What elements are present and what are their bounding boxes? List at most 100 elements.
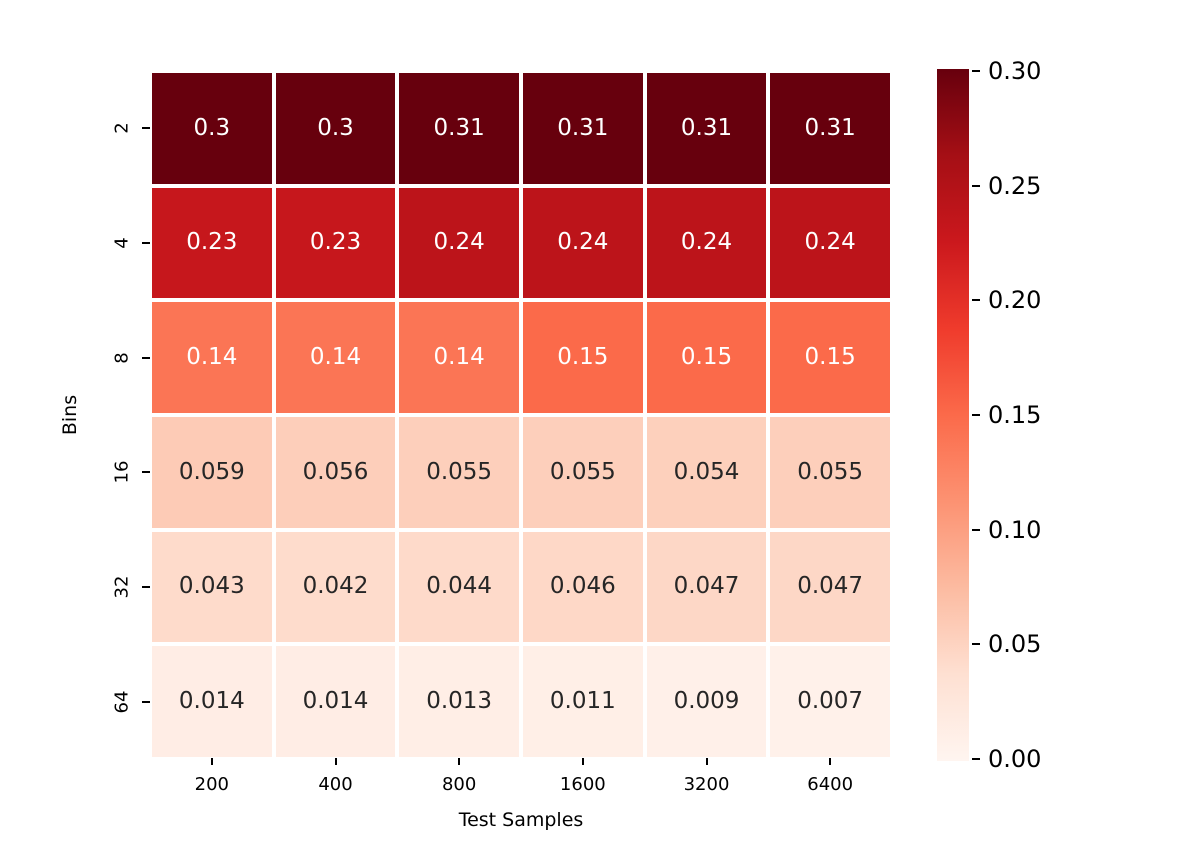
heatmap-cell: 0.14 (399, 302, 519, 413)
heatmap-cell: 0.14 (152, 302, 272, 413)
colorbar-tick-label: 0.10 (988, 515, 1042, 544)
colorbar-tick-label: 0.00 (988, 745, 1042, 773)
cell-value-label: 0.3 (193, 114, 231, 141)
cell-value-label: 0.23 (309, 229, 362, 256)
heatmap-cell: 0.3 (275, 73, 396, 184)
cell-value-label: 0.014 (302, 688, 369, 715)
y-tick-mark (142, 471, 150, 474)
x-tick-label: 6400 (807, 774, 854, 795)
cell-value-label: 0.31 (804, 114, 856, 141)
heatmap-cell: 0.014 (152, 646, 272, 757)
cell-value-label: 0.31 (680, 114, 733, 141)
cell-value-label: 0.042 (302, 573, 369, 600)
x-tick-label: 800 (441, 774, 477, 795)
cell-value-label: 0.24 (804, 229, 856, 256)
cell-value-label: 0.3 (317, 114, 354, 141)
cell-value-label: 0.055 (549, 458, 616, 485)
heatmap-cell: 0.007 (770, 646, 890, 757)
heatmap-cell: 0.24 (399, 187, 519, 299)
cell-value-label: 0.14 (186, 344, 238, 371)
colorbar-tick-label: 0.15 (988, 401, 1042, 429)
cell-value-label: 0.047 (673, 573, 740, 600)
heatmap-cell: 0.31 (646, 73, 767, 184)
colorbar-tick-label: 0.20 (988, 286, 1042, 315)
x-axis-title: Test Samples (458, 809, 584, 831)
heatmap-cell: 0.15 (770, 302, 890, 413)
colorbar-tick-mark (972, 70, 980, 72)
x-tick-mark (581, 758, 584, 765)
heatmap-cell: 0.043 (152, 531, 272, 643)
heatmap-cell: 0.055 (522, 416, 643, 528)
heatmap-cell: 0.011 (522, 646, 643, 757)
heatmap-cell: 0.3 (152, 73, 272, 184)
y-tick-mark (142, 586, 150, 588)
y-axis-title: Bins (59, 394, 81, 436)
heatmap-cell: 0.059 (152, 416, 272, 528)
colorbar-tick-mark (972, 643, 980, 646)
x-tick-mark (705, 758, 708, 765)
colorbar-tick-label: 0.25 (988, 171, 1042, 200)
cell-value-label: 0.007 (797, 688, 864, 715)
y-tick-mark (142, 700, 150, 703)
cell-value-label: 0.055 (426, 458, 493, 485)
heatmap-cell: 0.009 (646, 646, 767, 757)
colorbar-tick-mark (972, 528, 980, 531)
colorbar-tick-label: 0.05 (988, 630, 1042, 659)
cell-value-label: 0.043 (178, 573, 245, 600)
cell-value-label: 0.24 (557, 229, 609, 256)
y-tick-label: 64 (111, 690, 133, 714)
heatmap-cell: 0.042 (275, 531, 396, 643)
y-tick-mark (142, 356, 150, 359)
colorbar-tick-label: 0.30 (988, 57, 1042, 85)
y-tick-mark (142, 127, 150, 130)
y-tick-label: 2 (111, 122, 133, 135)
heatmap-cell: 0.046 (522, 531, 643, 643)
heatmap-cell: 0.24 (646, 187, 767, 299)
cell-value-label: 0.31 (557, 114, 609, 141)
colorbar-tick-mark (972, 299, 980, 302)
cell-value-label: 0.24 (433, 229, 485, 256)
cell-value-label: 0.15 (557, 344, 609, 371)
cell-value-label: 0.013 (426, 688, 493, 715)
heatmap-cell: 0.047 (770, 531, 890, 643)
heatmap-cell: 0.055 (770, 416, 890, 528)
y-tick-label: 16 (111, 460, 133, 484)
cell-value-label: 0.047 (797, 573, 864, 600)
heatmap-cell: 0.23 (152, 187, 272, 299)
cell-value-label: 0.056 (302, 458, 369, 485)
y-tick-mark (142, 242, 150, 244)
colorbar-tick-mark (972, 184, 980, 187)
cell-value-label: 0.15 (680, 344, 733, 371)
cell-value-label: 0.14 (309, 344, 362, 371)
cell-value-label: 0.046 (549, 573, 616, 600)
heatmap-cell: 0.055 (399, 416, 519, 528)
heatmap-cell: 0.24 (770, 187, 890, 299)
heatmap-cell: 0.14 (275, 302, 396, 413)
heatmap-cell: 0.23 (275, 187, 396, 299)
x-tick-label: 400 (318, 774, 353, 795)
colorbar-tick-mark (972, 758, 980, 760)
cell-value-label: 0.059 (178, 458, 245, 485)
x-tick-label: 200 (194, 774, 230, 795)
y-tick-label: 8 (111, 351, 133, 364)
x-tick-mark (210, 758, 213, 765)
heatmap-cell: 0.014 (275, 646, 396, 757)
heatmap-grid: 0.3 0.3 0.31 0.31 0.31 0.31 0.23 0.23 0.24 0.24 0.… (152, 73, 890, 757)
cell-value-label: 0.014 (178, 688, 245, 715)
heatmap-cell: 0.15 (646, 302, 767, 413)
cell-value-label: 0.23 (186, 229, 238, 256)
cell-value-label: 0.14 (433, 344, 485, 371)
x-tick-mark (334, 758, 337, 765)
colorbar (937, 69, 969, 761)
cell-value-label: 0.31 (433, 114, 485, 141)
x-tick-mark (829, 758, 832, 765)
cell-value-label: 0.15 (804, 344, 856, 371)
x-tick-label: 3200 (683, 774, 730, 795)
heatmap-cell: 0.047 (646, 531, 767, 643)
heatmap-cell: 0.31 (399, 73, 519, 184)
y-tick-label: 4 (111, 237, 133, 249)
colorbar-tick-mark (972, 414, 980, 416)
y-tick-label: 32 (111, 575, 133, 599)
cell-value-label: 0.24 (680, 229, 733, 256)
